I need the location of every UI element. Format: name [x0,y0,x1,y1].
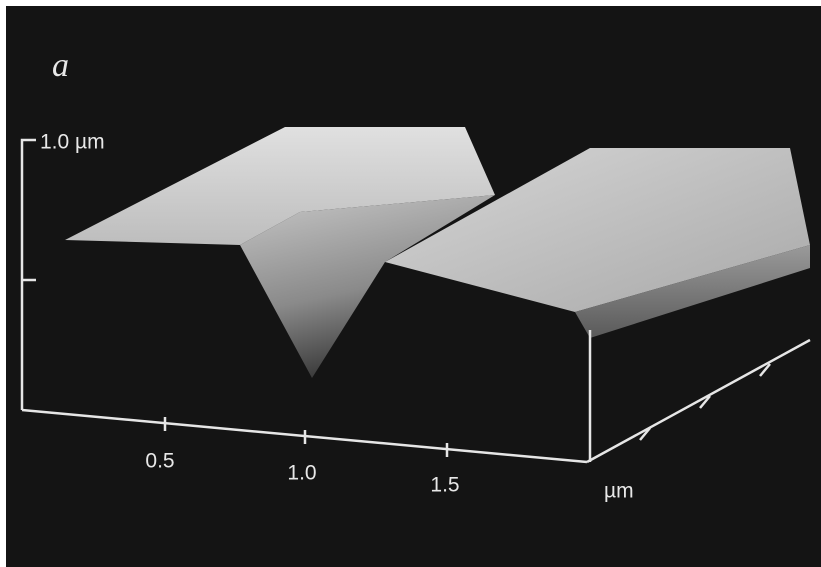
x-unit: µm [604,480,634,503]
panel-label: a [52,47,69,84]
x-tick-label: 1.5 [430,474,459,497]
afm-image: a 1.0 µm 0.5 1.0 1.5 µm [0,0,821,567]
x-tick-label: 1.0 [287,462,316,485]
x-tick-label: 0.5 [145,450,174,473]
z-scale-label: 1.0 µm [40,131,105,154]
